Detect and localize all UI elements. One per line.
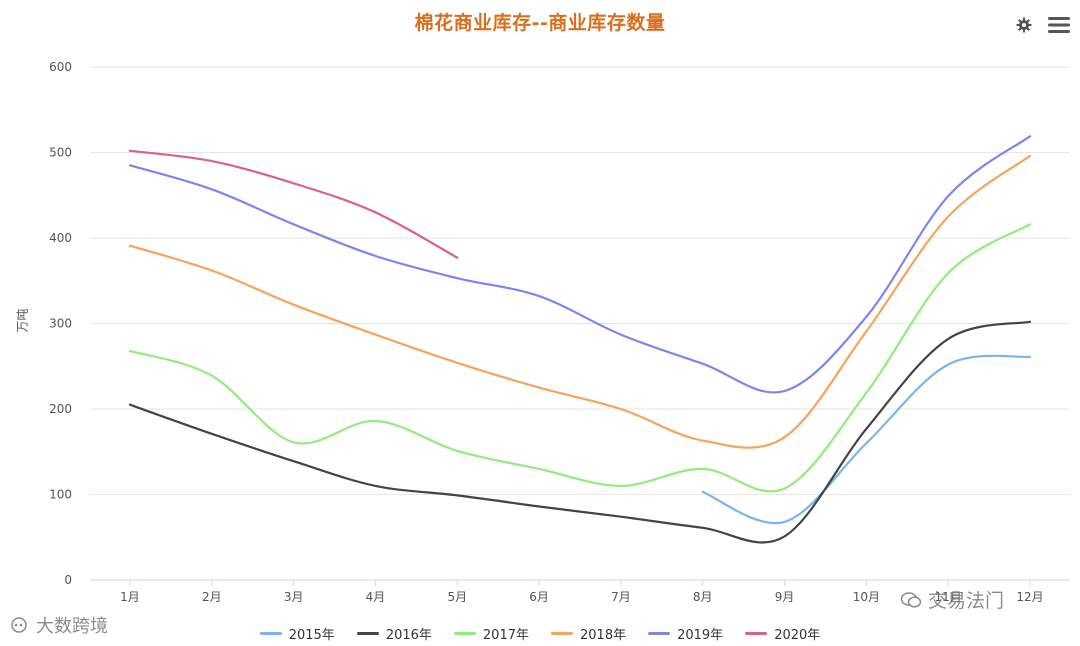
x-tick-label: 11月 <box>935 590 962 604</box>
y-tick-label: 0 <box>64 573 72 587</box>
x-tick-label: 5月 <box>447 590 467 604</box>
hamburger-menu-icon[interactable] <box>1048 16 1070 34</box>
watermark-right-text: 交易法门 <box>928 590 1005 612</box>
gear-icon[interactable] <box>1016 17 1032 33</box>
y-tick-label: 300 <box>49 317 72 331</box>
weibo-logo-icon <box>11 617 27 633</box>
legend-swatch <box>356 632 379 635</box>
y-tick-label: 400 <box>49 231 72 245</box>
y-tick-label: 600 <box>49 60 72 74</box>
series-line-2015[interactable] <box>701 354 1032 525</box>
legend-item-2018[interactable]: 2018年 <box>551 624 626 643</box>
legend-swatch <box>259 632 282 635</box>
x-tick-label: 2月 <box>202 590 222 604</box>
legend-item-2017[interactable]: 2017年 <box>453 624 529 643</box>
legend-swatch <box>453 632 476 635</box>
legend-label: 2015年 <box>288 628 335 643</box>
legend-item-2015[interactable]: 2015年 <box>259 624 335 643</box>
watermark-right: 交易法门 <box>900 586 1004 613</box>
legend-item-2020[interactable]: 2020年 <box>745 624 820 643</box>
x-tick-label: 6月 <box>529 590 549 604</box>
y-tick-label: 500 <box>49 146 72 160</box>
legend-label: 2020年 <box>774 628 821 643</box>
legend-swatch <box>745 632 768 635</box>
x-tick-label: 10月 <box>853 590 880 604</box>
legend-label: 2016年 <box>385 628 432 643</box>
series-line-2019[interactable] <box>128 135 1032 394</box>
x-tick-label: 1月 <box>120 590 140 604</box>
series-line-2017[interactable] <box>128 223 1032 493</box>
y-tick-label: 200 <box>49 402 72 416</box>
chart-toolbar <box>1016 16 1070 34</box>
legend-item-2016[interactable]: 2016年 <box>356 624 432 643</box>
watermark-left: 大数跨境 <box>8 612 108 638</box>
chart-legend: 2015年 2016年 2017年 2018年 2019年 2020年 <box>0 624 1080 643</box>
x-tick-label: 4月 <box>366 590 386 604</box>
legend-label: 2017年 <box>482 628 529 643</box>
watermark-left-text: 大数跨境 <box>36 616 108 637</box>
x-tick-label: 7月 <box>611 590 631 604</box>
legend-label: 2018年 <box>580 628 627 643</box>
y-tick-label: 100 <box>49 488 72 502</box>
series-line-2016[interactable] <box>128 320 1032 544</box>
chart-title: 棉花商业库存--商业库存数量 <box>414 12 666 34</box>
legend-label: 2019年 <box>677 628 724 643</box>
x-tick-label: 3月 <box>284 590 304 604</box>
wechat-logo-icon <box>900 591 922 608</box>
x-tick-label: 12月 <box>1016 590 1043 604</box>
legend-swatch <box>648 632 671 635</box>
legend-swatch <box>551 632 573 635</box>
x-tick-label: 8月 <box>693 590 713 604</box>
series-line-2020[interactable] <box>128 149 459 259</box>
series-line-2018[interactable] <box>128 154 1032 449</box>
x-tick-label: 9月 <box>775 590 795 604</box>
legend-item-2019[interactable]: 2019年 <box>648 624 723 643</box>
